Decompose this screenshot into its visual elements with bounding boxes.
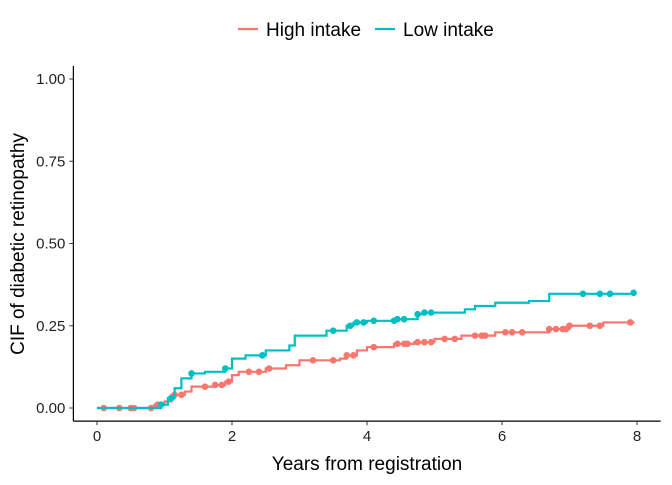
censor-mark [255,368,263,376]
censor-mark [626,319,634,326]
y-tick-label: 0.75 [36,153,65,170]
legend-label: High intake [266,20,361,41]
y-tick-label: 0.25 [36,318,65,335]
censor-mark [225,378,232,385]
censor-mark [545,325,553,333]
censor-mark [157,401,165,409]
censor-mark [630,289,637,297]
censor-mark [441,335,448,343]
censor-mark [188,370,195,377]
censor-mark [518,329,526,336]
censor-mark [353,319,361,326]
x-tick-label: 2 [228,428,236,445]
legend-label: Low intake [403,20,494,41]
censor-mark [329,327,337,334]
censor-mark [346,322,354,330]
censor-mark [427,309,435,316]
censor-mark [201,383,209,390]
y-tick-label: 1.00 [36,71,65,88]
censor-mark [218,381,226,389]
y-tick-label: 0.50 [36,236,65,253]
censor-mark [343,352,351,359]
censor-mark [427,338,435,346]
plot-area [97,289,637,412]
censor-mark [329,356,337,364]
censor-mark [414,338,421,346]
censor-mark [221,365,229,372]
series-line-high-intake [97,321,635,410]
censor-mark [394,315,401,323]
axes: 0 2 4 6 8 0.00 0.25 0.50 0.75 1.00 [36,65,661,445]
censor-mark [370,317,378,325]
legend: High intake Low intake [238,20,494,41]
x-tick-label: 6 [498,428,506,445]
censor-mark [394,340,401,348]
censor-mark [596,290,604,298]
censor-mark [566,322,573,330]
x-tick-label: 0 [93,428,101,445]
censor-mark [404,340,411,348]
censor-mark [552,325,560,333]
censor-mark [481,332,489,339]
series-line-low-intake [97,292,635,410]
y-tick-label: 0.00 [36,400,65,417]
censor-mark [211,381,219,389]
censor-mark [606,290,614,298]
censor-mark [259,352,266,359]
censor-mark [400,315,408,323]
censor-mark [350,352,357,359]
censor-mark [579,290,587,298]
censor-mark [360,319,367,326]
censor-mark [451,335,459,343]
censor-mark [508,329,516,336]
censor-mark [586,322,594,330]
censor-mark [471,332,479,339]
censor-mark [178,391,185,399]
censor-mark [309,356,317,364]
x-tick-label: 4 [363,428,371,445]
censor-mark [414,310,421,318]
censor-mark [167,394,175,402]
x-tick-label: 8 [633,428,641,445]
y-axis-label: CIF of diabetic retinopathy [8,133,29,355]
x-axis-label: Years from registration [272,454,462,475]
censor-mark [245,368,253,376]
censor-mark [370,343,378,351]
censor-mark [421,309,428,316]
censor-mark [502,329,509,336]
censor-mark [596,322,604,330]
censor-mark [421,338,428,346]
censor-mark [265,365,273,372]
